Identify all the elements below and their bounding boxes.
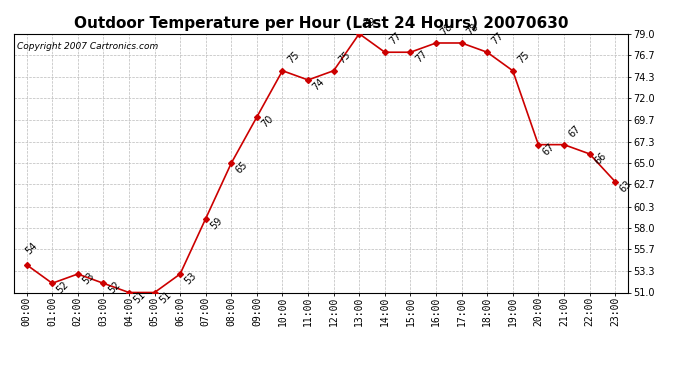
Text: 75: 75 xyxy=(337,49,353,65)
Text: 51: 51 xyxy=(132,289,148,305)
Text: 74: 74 xyxy=(310,76,326,93)
Text: 78: 78 xyxy=(439,22,455,38)
Text: 66: 66 xyxy=(592,151,608,166)
Text: 53: 53 xyxy=(81,271,97,286)
Text: 78: 78 xyxy=(464,22,480,38)
Title: Outdoor Temperature per Hour (Last 24 Hours) 20070630: Outdoor Temperature per Hour (Last 24 Ho… xyxy=(74,16,568,31)
Text: 63: 63 xyxy=(618,178,633,194)
Text: 53: 53 xyxy=(183,271,199,286)
Text: 75: 75 xyxy=(285,49,301,65)
Text: 77: 77 xyxy=(490,31,506,46)
Text: 65: 65 xyxy=(234,160,250,176)
Text: 67: 67 xyxy=(541,141,557,157)
Text: 79: 79 xyxy=(362,18,375,28)
Text: 70: 70 xyxy=(259,114,275,129)
Text: 51: 51 xyxy=(157,289,173,305)
Text: 52: 52 xyxy=(55,280,71,296)
Text: Copyright 2007 Cartronics.com: Copyright 2007 Cartronics.com xyxy=(17,42,158,51)
Text: 67: 67 xyxy=(566,123,582,139)
Text: 59: 59 xyxy=(208,215,224,231)
Text: 52: 52 xyxy=(106,280,122,296)
Text: 54: 54 xyxy=(24,241,39,256)
Text: 77: 77 xyxy=(413,49,429,65)
Text: 75: 75 xyxy=(515,49,531,65)
Text: 77: 77 xyxy=(388,31,404,46)
